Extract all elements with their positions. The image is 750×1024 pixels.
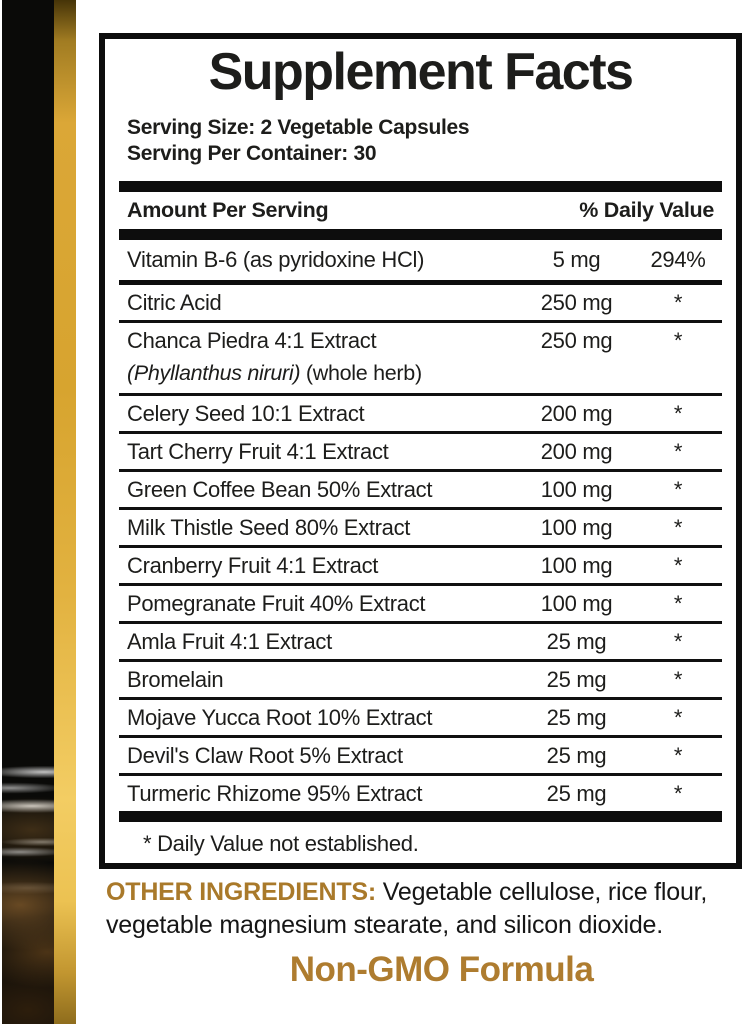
ingredient-row: Citric Acid 250 mg *	[119, 285, 722, 320]
ingredient-name: Mojave Yucca Root 10% Extract	[127, 705, 433, 730]
ingredient-row: Cranberry Fruit 4:1 Extract 100 mg *	[119, 548, 722, 583]
ingredient-amount: 200 mg	[540, 401, 613, 426]
ingredient-name: Milk Thistle Seed 80% Extract	[127, 515, 411, 540]
ingredient-amount: 250 mg	[540, 290, 613, 315]
ingredient-daily-value: *	[673, 705, 683, 730]
row-divider	[119, 507, 722, 510]
serving-info: Serving Size: 2 Vegetable Capsules Servi…	[119, 115, 722, 167]
ingredient-name: Cranberry Fruit 4:1 Extract	[127, 553, 379, 578]
ingredient-row: Pomegranate Fruit 40% Extract 100 mg *	[119, 586, 722, 621]
row-divider	[119, 280, 722, 285]
ingredient-amount: 25 mg	[546, 705, 607, 730]
bottle-photo-strip	[2, 0, 54, 1024]
ingredient-daily-value: *	[673, 328, 683, 353]
ingredient-daily-value: *	[673, 439, 683, 464]
ingredient-row: Bromelain 25 mg *	[119, 662, 722, 697]
divider-heavy-under-header	[119, 229, 722, 240]
bottle-photo-highlights	[2, 0, 54, 1024]
ingredient-name: Bromelain	[127, 667, 224, 692]
ingredient-amount: 100 mg	[540, 591, 613, 616]
non-gmo-formula: Non-GMO Formula	[289, 950, 594, 989]
ingredient-amount: 100 mg	[540, 515, 613, 540]
ingredient-name: Turmeric Rhizome 95% Extract	[127, 781, 423, 806]
ingredient-amount: 200 mg	[540, 439, 613, 464]
other-ingredients-line2: vegetable magnesium stearate, and silico…	[106, 911, 664, 939]
ingredient-name: Celery Seed 10:1 Extract	[127, 401, 365, 426]
ingredient-rows: Vitamin B-6 (as pyridoxine HCl) 5 mg 294…	[119, 240, 722, 822]
ingredient-botanical-name: (Phyllanthus niruri) (whole herb)	[127, 361, 422, 385]
ingredient-row: Celery Seed 10:1 Extract 200 mg *	[119, 396, 722, 431]
row-divider	[119, 393, 722, 396]
ingredient-row: Devil's Claw Root 5% Extract 25 mg *	[119, 738, 722, 773]
ingredient-row: Turmeric Rhizome 95% Extract 25 mg *	[119, 776, 722, 811]
ingredient-daily-value: *	[673, 591, 683, 616]
ingredient-name: Citric Acid	[127, 290, 222, 315]
ingredient-daily-value: *	[673, 515, 683, 540]
ingredient-row: Mojave Yucca Root 10% Extract 25 mg *	[119, 700, 722, 735]
serving-size-text: Serving Size: 2 Vegetable Capsules	[127, 116, 470, 139]
ingredient-name: Amla Fruit 4:1 Extract	[127, 629, 332, 654]
other-ingredients-label: OTHER INGREDIENTS:	[106, 878, 377, 906]
ingredient-name: Green Coffee Bean 50% Extract	[127, 477, 433, 502]
amount-per-serving-header: Amount Per Serving	[127, 198, 329, 222]
other-ingredients-line1: OTHER INGREDIENTS: Vegetable cellulose, …	[106, 876, 750, 909]
ingredient-amount: 25 mg	[546, 667, 607, 692]
ingredient-amount: 100 mg	[540, 553, 613, 578]
daily-value-header: % Daily Value	[579, 198, 714, 222]
ingredient-name: Pomegranate Fruit 40% Extract	[127, 591, 426, 616]
panel-title: Supplement Facts	[208, 43, 634, 101]
row-divider	[119, 697, 722, 700]
row-divider	[119, 583, 722, 586]
ingredient-amount: 25 mg	[546, 781, 607, 806]
ingredient-daily-value: 294%	[650, 247, 706, 272]
ingredient-daily-value: *	[673, 401, 683, 426]
row-divider	[119, 773, 722, 776]
ingredient-daily-value: *	[673, 553, 683, 578]
ingredient-daily-value: *	[673, 629, 683, 654]
servings-per-container-text: Serving Per Container: 30	[127, 142, 377, 165]
ingredient-amount: 25 mg	[546, 629, 607, 654]
row-divider	[119, 320, 722, 323]
dv-footnote: * Daily Value not established.	[143, 831, 419, 856]
column-headers: Amount Per Serving % Daily Value	[119, 192, 722, 229]
other-ingredients: OTHER INGREDIENTS: Vegetable cellulose, …	[106, 876, 750, 942]
row-divider	[119, 431, 722, 434]
ingredient-row: Green Coffee Bean 50% Extract 100 mg *	[119, 472, 722, 507]
ingredient-row: Milk Thistle Seed 80% Extract 100 mg *	[119, 510, 722, 545]
ingredient-daily-value: *	[673, 743, 683, 768]
divider-heavy-top	[119, 181, 722, 192]
ingredient-row: Chanca Piedra 4:1 Extract (Phyllanthus n…	[119, 323, 722, 393]
ingredient-daily-value: *	[673, 667, 683, 692]
row-divider	[119, 735, 722, 738]
row-divider	[119, 811, 722, 822]
ingredient-row: Amla Fruit 4:1 Extract 25 mg *	[119, 624, 722, 659]
row-divider	[119, 659, 722, 662]
ingredient-name: Chanca Piedra 4:1 Extract	[127, 328, 377, 353]
ingredient-name: Devil's Claw Root 5% Extract	[127, 743, 403, 768]
row-divider	[119, 469, 722, 472]
ingredient-name: Vitamin B-6 (as pyridoxine HCl)	[127, 247, 425, 272]
ingredient-row: Tart Cherry Fruit 4:1 Extract 200 mg *	[119, 434, 722, 469]
ingredient-amount: 5 mg	[552, 247, 601, 272]
supplement-facts-panel: Supplement Facts Serving Size: 2 Vegetab…	[99, 33, 742, 869]
row-divider	[119, 545, 722, 548]
other-ingredients-text1: Vegetable cellulose, rice flour,	[376, 878, 708, 906]
ingredient-daily-value: *	[673, 477, 683, 502]
ingredient-amount: 250 mg	[540, 328, 613, 353]
ingredient-amount: 25 mg	[546, 743, 607, 768]
ingredient-name: Tart Cherry Fruit 4:1 Extract	[127, 439, 389, 464]
ingredient-amount: 100 mg	[540, 477, 613, 502]
gold-accent-bar	[54, 0, 76, 1024]
ingredient-daily-value: *	[673, 781, 683, 806]
ingredient-row: Vitamin B-6 (as pyridoxine HCl) 5 mg 294…	[119, 240, 722, 280]
ingredient-daily-value: *	[673, 290, 683, 315]
row-divider	[119, 621, 722, 624]
